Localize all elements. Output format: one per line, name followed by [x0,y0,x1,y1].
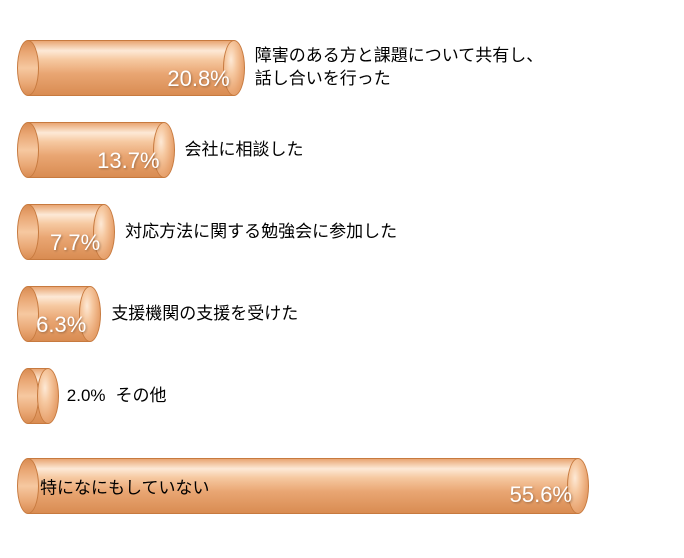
percent-label: 55.6% [510,482,572,508]
bar: 6.3% [28,286,101,342]
bar: 7.7% [28,204,115,260]
percent-label: 20.8% [167,66,229,92]
percent-label: 2.0% [67,386,106,406]
category-label: 特になにもしていない [40,474,210,499]
bar-row: 55.6% 特になにもしていない [28,458,664,514]
bar-row: 20.8% 障害のある方と課題について共有し、 話し合いを行った [28,40,664,96]
bar-row: 2.0% その他 [28,368,664,424]
category-label: 支援機関の支援を受けた [111,303,298,326]
bar-row: 7.7% 対応方法に関する勉強会に参加した [28,204,664,260]
bar: 20.8% [28,40,245,96]
bar-row: 13.7% 会社に相談した [28,122,664,178]
category-label: 会社に相談した [185,139,304,162]
category-label: 対応方法に関する勉強会に参加した [125,221,397,244]
horizontal-cylinder-bar-chart: 20.8% 障害のある方と課題について共有し、 話し合いを行った 13.7% 会社に相… [0,0,684,558]
percent-label: 6.3% [36,312,86,338]
bar [28,368,59,424]
percent-label: 7.7% [50,230,100,256]
category-label: その他 [116,385,167,408]
bar: 55.6% 特になにもしていない [28,458,589,514]
percent-label: 13.7% [97,148,159,174]
category-label: 障害のある方と課題について共有し、 話し合いを行った [255,45,544,91]
bar-row: 6.3% 支援機関の支援を受けた [28,286,664,342]
bar: 13.7% [28,122,175,178]
